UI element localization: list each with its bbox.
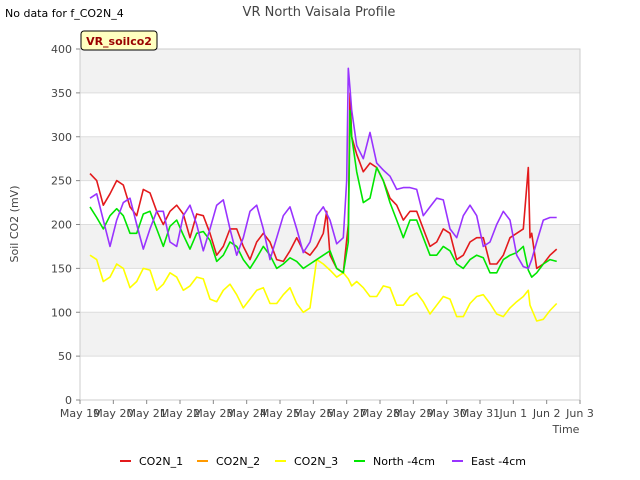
x-axis-label: Time bbox=[552, 423, 580, 436]
y-tick-label: 200 bbox=[51, 219, 72, 232]
legend: CO2N_1 CO2N_2 CO2N_3 North -4cm East -4cm bbox=[120, 455, 526, 468]
series-line-north-4cm bbox=[89, 109, 557, 278]
series-badge-label: VR_soilco2 bbox=[86, 35, 152, 48]
background-band bbox=[80, 136, 580, 181]
series-lines bbox=[89, 67, 558, 322]
no-data-note: No data for f_CO2N_4 bbox=[5, 7, 124, 20]
y-tick-label: 250 bbox=[51, 175, 72, 188]
x-tick-label: May 24 bbox=[227, 407, 267, 420]
y-tick-label: 300 bbox=[51, 131, 72, 144]
background-band bbox=[80, 49, 580, 93]
x-tick-label: May 22 bbox=[160, 407, 200, 420]
background-band bbox=[80, 180, 580, 225]
y-axis: 0 50 100 150 200 250 300 350 400 bbox=[51, 43, 80, 407]
x-tick-label: Jun 2 bbox=[532, 407, 561, 420]
y-tick-label: 350 bbox=[51, 87, 72, 100]
series-badge: VR_soilco2 bbox=[80, 30, 158, 51]
chart-title: VR North Vaisala Profile bbox=[243, 5, 396, 20]
x-tick-label: May 19 bbox=[60, 407, 100, 420]
x-tick-label: May 31 bbox=[460, 407, 500, 420]
background-band bbox=[80, 268, 580, 313]
x-tick-label: May 20 bbox=[93, 407, 133, 420]
y-tick-label: 400 bbox=[51, 43, 72, 56]
y-tick-label: 0 bbox=[65, 394, 72, 407]
y-axis-label: Soil CO2 (mV) bbox=[8, 186, 21, 263]
y-tick-label: 50 bbox=[58, 350, 72, 363]
y-tick-label: 100 bbox=[51, 306, 72, 319]
background-band bbox=[80, 92, 580, 137]
legend-label-east-4cm: East -4cm bbox=[471, 455, 526, 468]
x-tick-label: May 29 bbox=[393, 407, 433, 420]
x-tick-label: May 27 bbox=[327, 407, 367, 420]
x-tick-label: May 30 bbox=[427, 407, 467, 420]
legend-label-co2n-1: CO2N_1 bbox=[139, 455, 183, 468]
series-line-co2n-3 bbox=[89, 254, 558, 322]
background-band bbox=[80, 312, 580, 357]
legend-label-co2n-2: CO2N_2 bbox=[216, 455, 260, 468]
background-band bbox=[80, 356, 580, 400]
x-tick-label: May 21 bbox=[127, 407, 167, 420]
x-tick-label: May 25 bbox=[260, 407, 300, 420]
x-tick-label: May 26 bbox=[293, 407, 333, 420]
x-tick-label: Jun 1 bbox=[498, 407, 527, 420]
x-tick-label: May 23 bbox=[193, 407, 233, 420]
legend-label-north-4cm: North -4cm bbox=[373, 455, 435, 468]
x-tick-label: May 28 bbox=[360, 407, 400, 420]
series-line-east-4cm bbox=[89, 67, 557, 270]
x-tick-label: Jun 3 bbox=[565, 407, 594, 420]
legend-label-co2n-3: CO2N_3 bbox=[294, 455, 338, 468]
y-tick-label: 150 bbox=[51, 262, 72, 275]
